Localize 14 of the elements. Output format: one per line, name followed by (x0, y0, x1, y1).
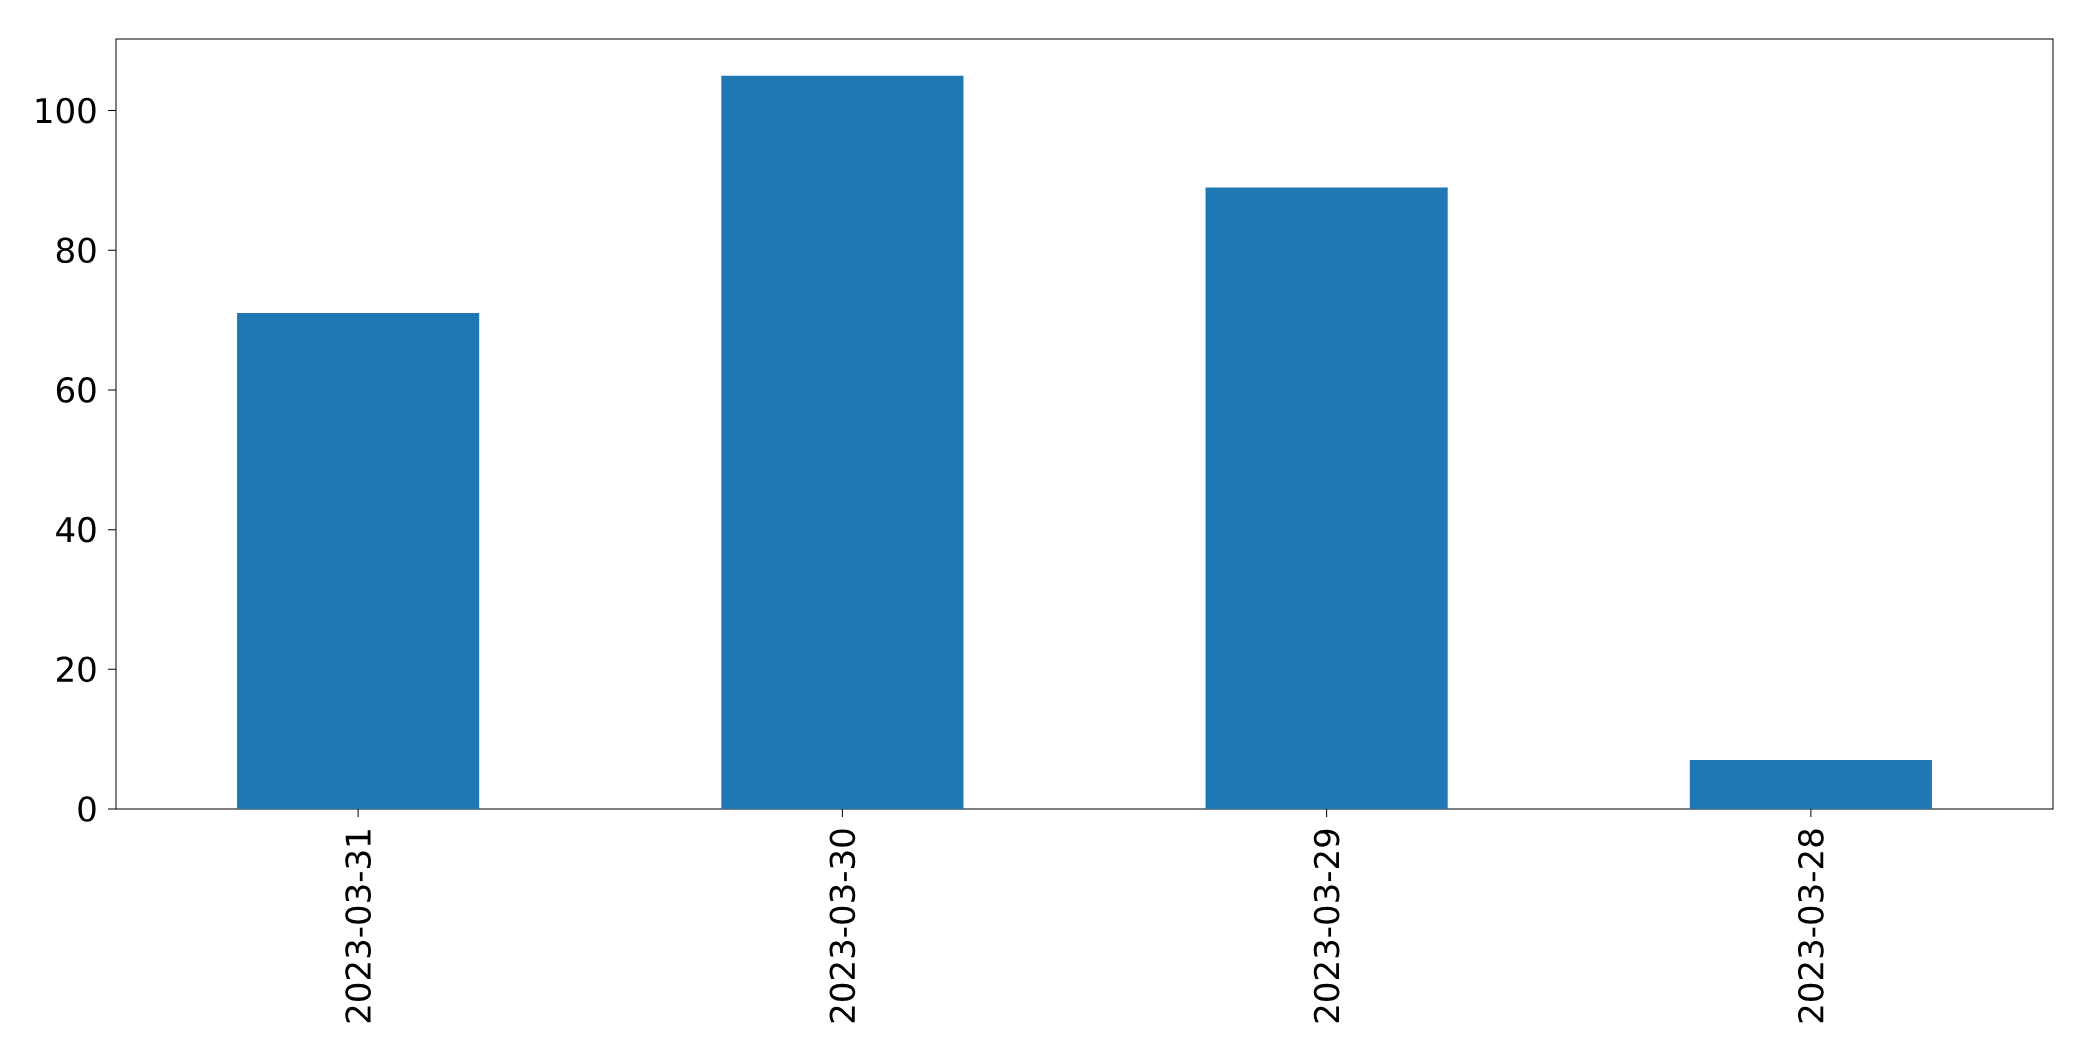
bar (721, 75, 964, 809)
y-tick-label: 60 (56, 377, 96, 403)
y-tick-label: 100 (36, 97, 96, 124)
y-tick-label: 0 (78, 796, 96, 822)
bar (237, 313, 480, 809)
bar (1689, 760, 1932, 809)
x-tick-label: 2023-03-29 (1313, 829, 1340, 1023)
x-tick-label: 2023-03-30 (829, 829, 856, 1023)
y-tick-label: 40 (56, 516, 96, 543)
bar (1205, 187, 1448, 809)
y-tick-label: 20 (57, 656, 96, 683)
y-tick-label: 80 (56, 237, 96, 264)
x-tick-label: 2023-03-28 (1798, 829, 1824, 1023)
x-tick-label: 2023-03-31 (345, 830, 371, 1023)
